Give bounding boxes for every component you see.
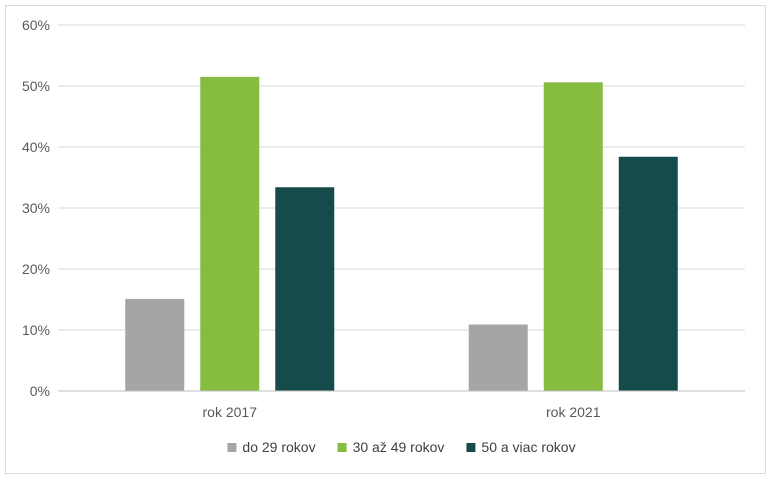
x-tick-label: rok 2021 [546,404,601,420]
y-tick-label: 30% [22,200,50,216]
bar [468,324,528,391]
legend-label: 50 a viac rokov [481,439,575,455]
legend-label: 30 až 49 rokov [353,439,445,455]
bar [275,187,335,391]
y-tick-label: 40% [22,139,50,155]
legend-swatch [466,443,476,452]
bar [200,76,260,391]
y-tick-label: 50% [22,78,50,94]
legend-swatch [227,443,237,452]
y-tick-label: 10% [22,322,50,338]
y-axis-ticks: 0% 10% 20% 30% 40% 50% 60% [22,17,50,399]
bar [125,298,185,391]
x-tick-label: rok 2017 [203,404,258,420]
y-tick-label: 20% [22,261,50,277]
y-tick-label: 60% [22,17,50,33]
bars [125,76,678,391]
x-axis-ticks: rok 2017 rok 2021 [203,404,601,420]
legend-label: do 29 rokov [242,439,315,455]
legend: do 29 rokov 30 až 49 rokov 50 a viac rokov [227,439,576,455]
bar [543,82,603,391]
bar [618,156,678,391]
legend-swatch [337,443,347,452]
y-tick-label: 0% [30,383,50,399]
